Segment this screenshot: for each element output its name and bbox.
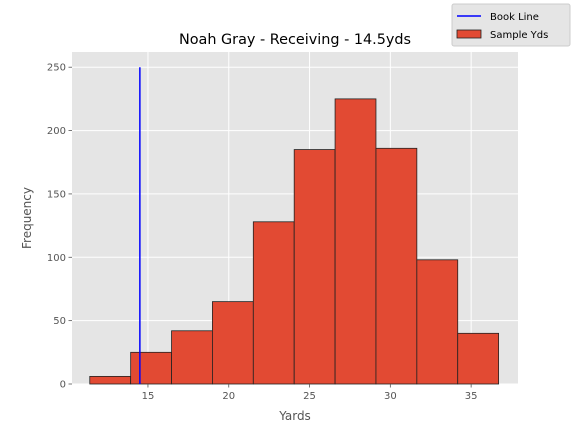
x-tick-label: 20 (222, 391, 235, 402)
histogram-bar (130, 351, 172, 385)
legend-sample-yds-swatch (456, 29, 482, 39)
x-tick-label: 25 (303, 391, 316, 402)
legend-book-line-label: Book Line (490, 12, 539, 23)
legend: Book Line Sample Yds (451, 3, 571, 47)
x-tick-label: 35 (465, 391, 478, 402)
x-tick-label: 30 (384, 391, 397, 402)
histogram-bar (334, 98, 377, 385)
x-tick-label: 15 (142, 391, 155, 402)
histogram-bar (171, 330, 213, 385)
y-tick-label: 200 (47, 126, 66, 137)
y-tick-label: 150 (47, 189, 66, 200)
histogram-bar (89, 375, 132, 385)
chart-title: Noah Gray - Receiving - 14.5yds (179, 32, 411, 48)
histogram-bar (416, 259, 459, 385)
y-tick-label: 250 (47, 63, 66, 74)
y-axis-label: Frequency (20, 187, 34, 249)
bars (89, 98, 500, 385)
legend-sample-yds-label: Sample Yds (490, 30, 548, 41)
histogram-bar (252, 221, 295, 385)
ticks: 15 20 25 30 35 0 50 100 150 200 250 (47, 63, 478, 402)
histogram-bar (212, 301, 254, 385)
histogram-bar (293, 149, 336, 385)
x-axis-label: Yards (278, 409, 311, 423)
y-tick-label: 0 (60, 380, 66, 391)
y-tick-label: 100 (47, 253, 66, 264)
histogram-bar (375, 147, 418, 385)
histogram-bar (457, 332, 500, 385)
y-tick-label: 50 (53, 316, 66, 327)
legend-box (451, 3, 571, 47)
